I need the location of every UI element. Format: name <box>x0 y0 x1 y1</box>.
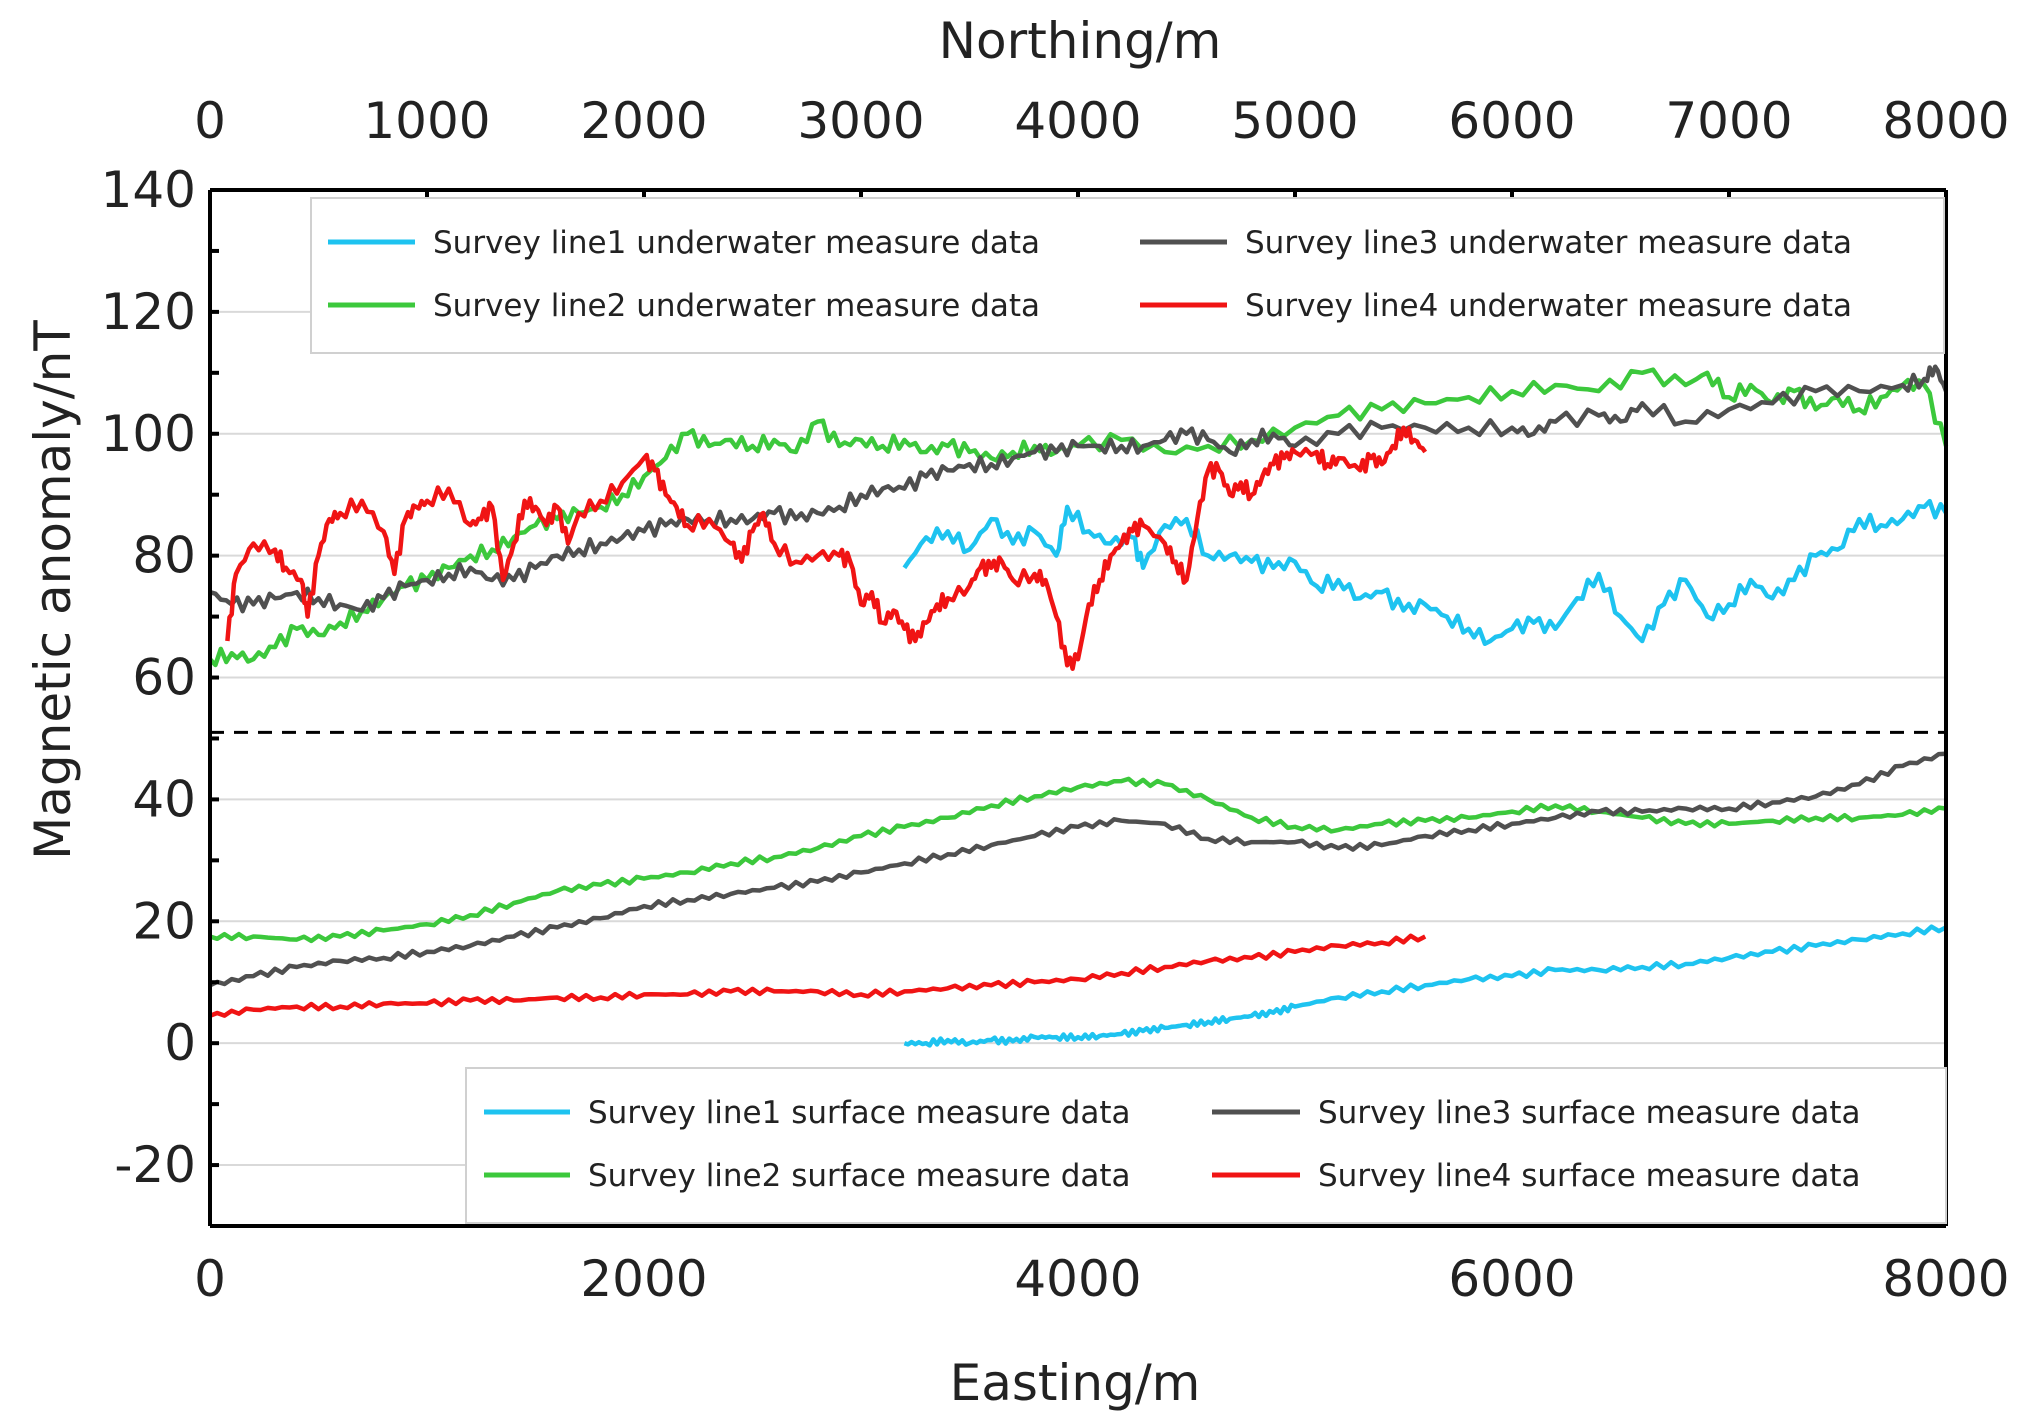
series-line2-underwater <box>208 367 1949 668</box>
series-line3-underwater <box>209 364 1949 614</box>
x-bottom-tick-label-8000: 8000 <box>1882 1250 2009 1308</box>
legend-label-line1-surface: Survey line1 surface measure data <box>588 1095 1131 1131</box>
legend-label-line3-surface: Survey line3 surface measure data <box>1318 1095 1861 1131</box>
y-tick-label-60: 60 <box>132 649 196 707</box>
series-line3-surface <box>209 751 1947 988</box>
y-ticks: 140 120 100 80 60 40 20 0 -20 <box>101 161 219 1194</box>
y-tick-label-80: 80 <box>132 527 196 585</box>
legend-label-line1-underwater: Survey line1 underwater measure data <box>433 225 1040 261</box>
x-top-tick-label-2000: 2000 <box>580 92 707 150</box>
x-bottom-ticks: 0 2000 4000 6000 8000 <box>194 1214 2010 1308</box>
series-line1-underwater <box>902 498 1948 647</box>
x-top-tick-label-5000: 5000 <box>1231 92 1358 150</box>
y-tick-label-120: 120 <box>101 283 196 341</box>
x-top-ticks: 0 1000 2000 3000 4000 5000 6000 7000 8000 <box>194 92 2010 202</box>
legend-label-line4-surface: Survey line4 surface measure data <box>1318 1158 1861 1194</box>
legend-surface-box <box>465 1067 1947 1224</box>
legend-surface: Survey line1 surface measure data Survey… <box>465 1067 1947 1224</box>
x-top-axis-title: Northing/m <box>939 12 1222 70</box>
x-bottom-tick-label-6000: 6000 <box>1448 1250 1575 1308</box>
series-line2-surface <box>209 776 1947 944</box>
x-top-tick-label-8000: 8000 <box>1882 92 2009 150</box>
legend-underwater: Survey line1 underwater measure data Sur… <box>310 197 1945 354</box>
y-tick-label-100: 100 <box>101 405 196 463</box>
x-top-tick-label-1000: 1000 <box>363 92 490 150</box>
y-tick-label-20: 20 <box>132 892 196 950</box>
series-line1-surface <box>903 924 1948 1048</box>
series-line4-surface <box>209 933 1427 1018</box>
y-tick-label-40: 40 <box>132 770 196 828</box>
series-lines <box>208 364 1949 1048</box>
x-top-tick-label-6000: 6000 <box>1448 92 1575 150</box>
legend-label-line3-underwater: Survey line3 underwater measure data <box>1245 225 1852 261</box>
x-top-tick-label-7000: 7000 <box>1665 92 1792 150</box>
x-top-tick-label-4000: 4000 <box>1014 92 1141 150</box>
x-top-tick-label-0: 0 <box>194 92 226 150</box>
x-bottom-tick-label-2000: 2000 <box>580 1250 707 1308</box>
x-bottom-tick-label-4000: 4000 <box>1014 1250 1141 1308</box>
x-bottom-tick-label-0: 0 <box>194 1250 226 1308</box>
y-tick-label-140: 140 <box>101 161 196 219</box>
x-top-tick-label-3000: 3000 <box>797 92 924 150</box>
legend-label-line4-underwater: Survey line4 underwater measure data <box>1245 288 1852 324</box>
y-tick-label--20: -20 <box>114 1136 196 1194</box>
legend-underwater-box <box>310 197 1945 354</box>
x-bottom-axis-title: Easting/m <box>950 1354 1201 1412</box>
y-tick-label-0: 0 <box>164 1014 196 1072</box>
legend-label-line2-underwater: Survey line2 underwater measure data <box>433 288 1040 324</box>
legend-label-line2-surface: Survey line2 surface measure data <box>588 1158 1131 1194</box>
y-axis-title: Magnetic anomaly/nT <box>24 320 82 860</box>
series-line4-underwater <box>225 425 1428 671</box>
